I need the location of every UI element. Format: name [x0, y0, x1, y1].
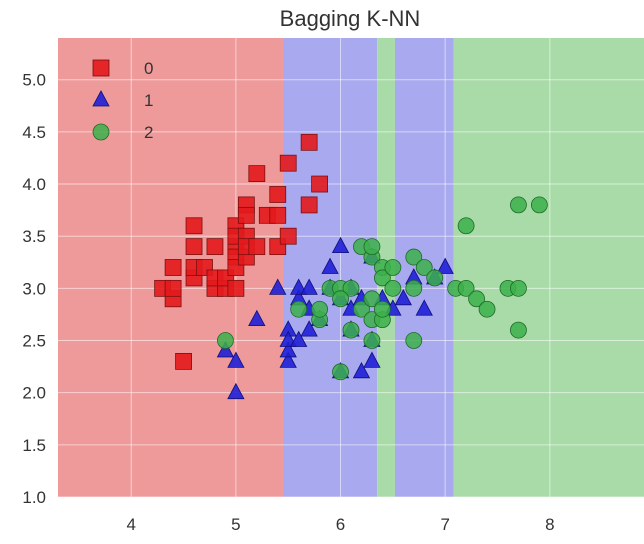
y-tick-label: 1.5	[22, 436, 46, 455]
data-point-class-0	[311, 175, 329, 193]
data-point-class-1	[300, 320, 318, 337]
legend-label-class-2: 2	[144, 123, 153, 142]
x-tick-label: 4	[127, 515, 136, 534]
data-point-class-2	[353, 300, 370, 318]
chart-title: Bagging K-NN	[280, 6, 421, 31]
data-point-class-2	[342, 279, 360, 297]
data-point-class-2	[384, 259, 402, 276]
data-point-class-1	[216, 341, 235, 358]
data-point-class-2	[405, 332, 423, 349]
data-point-class-2	[342, 321, 360, 339]
data-point-class-2	[290, 300, 308, 318]
data-point-class-0	[300, 196, 318, 214]
data-point-class-0	[227, 279, 245, 297]
data-point-class-1	[227, 382, 245, 400]
data-point-class-0	[175, 352, 192, 370]
legend-label-class-1: 1	[144, 91, 153, 110]
data-point-class-2	[415, 259, 433, 276]
data-point-class-2	[363, 332, 381, 349]
data-point-class-2	[405, 248, 423, 266]
data-point-class-2	[510, 279, 527, 297]
data-point-class-0	[164, 259, 182, 276]
data-point-class-0	[237, 206, 255, 224]
data-point-class-2	[426, 269, 444, 287]
data-point-class-1	[394, 288, 412, 306]
x-tick-label: 7	[440, 515, 449, 534]
data-point-class-2	[405, 279, 423, 297]
data-point-class-0	[279, 227, 297, 245]
data-point-layer	[154, 133, 548, 400]
data-point-class-2	[217, 332, 234, 349]
data-point-class-1	[248, 309, 266, 327]
data-point-class-2	[478, 300, 496, 318]
data-point-class-0	[248, 165, 266, 183]
data-point-class-2	[468, 290, 485, 308]
y-tick-label: 4.0	[22, 175, 46, 194]
data-point-class-1	[352, 361, 371, 379]
data-point-class-1	[363, 351, 381, 368]
x-tick-label: 5	[231, 515, 240, 534]
data-point-class-2	[457, 217, 475, 235]
data-point-class-2	[373, 269, 391, 287]
decision-region-class-2	[453, 38, 644, 497]
data-point-class-0	[269, 186, 287, 203]
legend-label-class-0: 0	[144, 59, 153, 78]
y-tick-label: 1.0	[22, 488, 46, 507]
data-point-class-2	[530, 196, 548, 214]
legend: 0 1 2	[92, 59, 153, 142]
data-point-class-0	[279, 154, 297, 172]
data-point-class-2	[363, 290, 381, 308]
data-point-class-2	[332, 290, 349, 308]
data-point-class-0	[185, 238, 203, 256]
data-point-class-1	[290, 330, 308, 347]
x-tick-label: 6	[336, 515, 345, 534]
data-point-class-0	[269, 206, 287, 224]
data-point-class-2	[373, 300, 391, 318]
x-tick-label: 8	[545, 515, 554, 534]
data-point-class-1	[279, 330, 297, 347]
data-point-class-1	[227, 351, 245, 368]
data-point-class-1	[415, 299, 433, 316]
y-tick-layer: 1.0 1.5 2.0 2.5 3.0 3.5 4.0 4.5 5.0	[22, 71, 46, 507]
data-point-class-1	[279, 351, 297, 368]
data-point-class-1	[436, 257, 454, 274]
data-point-class-0	[248, 238, 266, 256]
data-point-class-2	[332, 363, 349, 381]
data-point-class-0	[185, 217, 203, 235]
data-point-class-0	[164, 279, 182, 297]
y-tick-label: 3.5	[22, 227, 46, 246]
y-tick-label: 5.0	[22, 71, 46, 90]
data-point-class-2	[457, 279, 475, 297]
y-tick-label: 2.5	[22, 332, 46, 351]
data-point-class-1	[300, 278, 318, 295]
data-point-class-1	[269, 278, 287, 295]
legend-marker-class-2	[92, 123, 110, 141]
data-point-class-2	[384, 279, 402, 297]
y-tick-label: 2.0	[22, 384, 46, 403]
x-tick-layer: 4 5 6 7 8	[127, 515, 555, 534]
data-point-class-2	[510, 321, 527, 339]
data-point-class-1	[290, 278, 308, 295]
data-point-class-1	[331, 236, 350, 254]
data-point-class-2	[363, 238, 381, 256]
legend-marker-class-1	[92, 90, 110, 107]
legend-marker-class-0	[92, 59, 110, 77]
data-point-class-1	[321, 257, 339, 274]
data-point-class-2	[510, 196, 527, 214]
data-point-class-0	[300, 133, 318, 151]
y-tick-label: 3.0	[22, 279, 46, 298]
data-point-class-0	[206, 238, 224, 256]
data-point-class-1	[279, 341, 297, 358]
y-tick-label: 4.5	[22, 123, 46, 142]
data-point-class-2	[311, 300, 329, 318]
